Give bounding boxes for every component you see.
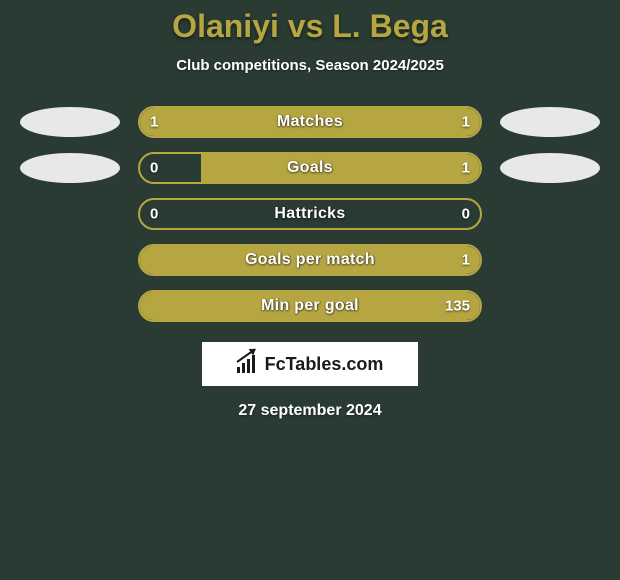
stat-value-right: 1 bbox=[462, 160, 470, 177]
date-text: 27 september 2024 bbox=[0, 402, 620, 420]
stat-label: Goals bbox=[140, 159, 480, 177]
stat-bar: Goals0 1 bbox=[138, 152, 482, 184]
stat-bar: Hattricks0 0 bbox=[138, 198, 482, 230]
stats-list: Matches11Goals01Hattricks00Goals per mat… bbox=[0, 106, 620, 322]
stat-bar: Min per goal135 bbox=[138, 290, 482, 322]
stat-row: Matches1 1 bbox=[0, 106, 620, 138]
stat-bar: Goals per match1 bbox=[138, 244, 482, 276]
team-badge-right bbox=[500, 153, 600, 183]
comparison-infographic: Olaniyi vs L. Bega Club competitions, Se… bbox=[0, 0, 620, 420]
team-badge-left bbox=[20, 107, 120, 137]
stat-row: Min per goal135 bbox=[0, 290, 620, 322]
brand-text: FcTables.com bbox=[265, 354, 384, 375]
stat-row: Goals per match1 bbox=[0, 244, 620, 276]
stat-label: Goals per match bbox=[140, 251, 480, 269]
brand-badge: FcTables.com bbox=[202, 342, 418, 386]
team-badge-right bbox=[500, 107, 600, 137]
stat-bar: Matches1 1 bbox=[138, 106, 482, 138]
stat-row: Hattricks0 0 bbox=[0, 198, 620, 230]
stat-label: Min per goal bbox=[140, 297, 480, 315]
team-badge-left bbox=[20, 153, 120, 183]
page-title: Olaniyi vs L. Bega bbox=[0, 8, 620, 45]
subtitle: Club competitions, Season 2024/2025 bbox=[0, 57, 620, 74]
stat-value-left: 0 bbox=[150, 206, 158, 223]
stat-label: Hattricks bbox=[140, 205, 480, 223]
stat-value-left: 0 bbox=[150, 160, 158, 177]
stat-value-right: 1 bbox=[462, 114, 470, 131]
stat-value-right: 0 bbox=[462, 206, 470, 223]
stat-value-left: 1 bbox=[150, 114, 158, 131]
stat-value-right: 1 bbox=[462, 252, 470, 269]
stat-label: Matches bbox=[140, 113, 480, 131]
stat-value-right: 135 bbox=[445, 298, 470, 315]
stat-row: Goals0 1 bbox=[0, 152, 620, 184]
